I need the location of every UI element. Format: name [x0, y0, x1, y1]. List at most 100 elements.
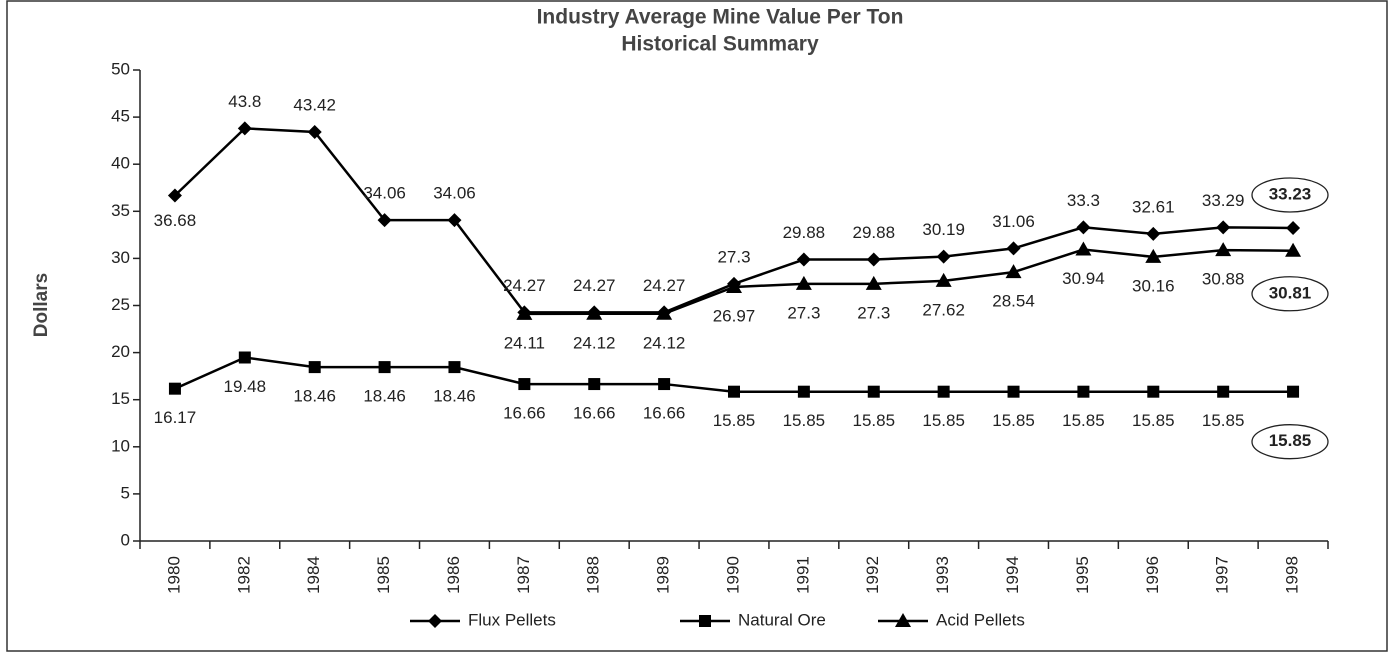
value-label: 34.06	[363, 184, 406, 203]
value-label: 31.06	[992, 212, 1035, 231]
marker	[448, 361, 461, 374]
marker	[895, 613, 911, 627]
value-label: 24.12	[643, 333, 686, 352]
value-label: 24.11	[504, 333, 545, 352]
value-label: 43.42	[293, 95, 336, 114]
legend-label: Acid Pellets	[936, 610, 1025, 629]
value-label: 18.46	[293, 387, 336, 406]
marker	[1145, 248, 1162, 263]
x-tick-label: 1988	[584, 556, 603, 594]
legend-label: Natural Ore	[738, 610, 826, 629]
legend-label: Flux Pellets	[468, 610, 556, 629]
x-tick-label: 1995	[1073, 556, 1092, 594]
value-label-circle	[1251, 276, 1329, 312]
marker	[307, 124, 322, 139]
x-tick-label: 1990	[723, 556, 742, 594]
value-label: 27.3	[717, 247, 750, 266]
marker	[699, 615, 711, 627]
marker	[797, 385, 810, 398]
value-label: 15.85	[922, 411, 965, 430]
value-label: 24.12	[573, 333, 616, 352]
value-label: 30.81	[1269, 283, 1312, 302]
marker	[1215, 242, 1232, 257]
value-label: 15.85	[783, 411, 826, 430]
x-tick-label: 1987	[514, 556, 533, 594]
value-label-circle	[1251, 177, 1329, 213]
value-label: 16.66	[643, 404, 686, 423]
marker	[586, 305, 603, 320]
value-label: 24.27	[503, 276, 546, 295]
value-label: 15.85	[1062, 411, 1105, 430]
value-label: 15.85	[713, 411, 756, 430]
marker	[518, 378, 531, 391]
value-label: 15.85	[1202, 411, 1245, 430]
value-label: 33.29	[1202, 191, 1245, 210]
marker	[865, 275, 882, 290]
value-label: 15.85	[852, 411, 895, 430]
value-label: 30.88	[1202, 270, 1245, 289]
value-label: 27.62	[922, 300, 965, 319]
value-label: 24.27	[573, 276, 616, 295]
value-label: 30.16	[1132, 276, 1175, 295]
marker	[308, 361, 321, 374]
value-label: 15.85	[1269, 431, 1312, 450]
x-tick-label: 1989	[654, 556, 673, 594]
y-tick-label: 20	[111, 342, 130, 361]
marker	[866, 252, 881, 267]
value-label: 28.54	[992, 292, 1035, 311]
marker	[588, 378, 601, 391]
value-label: 34.06	[433, 184, 476, 203]
marker	[1217, 385, 1230, 398]
y-tick-label: 35	[111, 201, 130, 220]
marker	[1146, 226, 1161, 241]
x-tick-label: 1986	[444, 556, 463, 594]
marker	[936, 249, 951, 264]
value-label: 27.3	[857, 303, 890, 322]
marker	[378, 361, 391, 374]
value-label: 15.85	[1132, 411, 1175, 430]
x-tick-label: 1982	[234, 556, 253, 594]
marker	[167, 188, 182, 203]
x-tick-label: 1993	[933, 556, 952, 594]
x-tick-label: 1994	[1003, 556, 1022, 594]
value-label: 33.23	[1269, 184, 1312, 203]
marker	[867, 385, 880, 398]
value-label: 24.27	[643, 276, 686, 295]
marker	[377, 213, 392, 228]
marker	[1005, 264, 1022, 279]
marker	[1285, 242, 1302, 257]
value-label: 18.46	[433, 387, 476, 406]
marker	[1286, 220, 1301, 235]
y-tick-label: 25	[111, 295, 130, 314]
x-tick-label: 1980	[164, 556, 183, 594]
y-tick-label: 5	[121, 483, 130, 502]
value-label: 29.88	[852, 223, 895, 242]
marker	[447, 213, 462, 228]
value-label: 16.66	[573, 404, 616, 423]
marker	[728, 385, 740, 398]
value-label: 18.46	[363, 387, 406, 406]
x-tick-label: 1996	[1143, 556, 1162, 594]
x-tick-label: 1998	[1283, 556, 1302, 594]
value-label: 27.3	[787, 303, 820, 322]
marker	[656, 305, 673, 320]
chart-border	[6, 0, 1388, 652]
marker	[1007, 385, 1020, 398]
value-label: 29.88	[783, 223, 826, 242]
marker	[1216, 220, 1231, 235]
chart-subtitle: Historical Summary	[621, 33, 819, 56]
marker	[238, 351, 251, 364]
value-label: 36.68	[154, 211, 197, 230]
value-label: 32.61	[1132, 197, 1175, 216]
marker	[1077, 385, 1090, 398]
x-tick-label: 1991	[793, 556, 812, 594]
value-label: 33.3	[1067, 191, 1100, 210]
y-tick-label: 50	[111, 59, 130, 78]
value-label: 30.94	[1062, 269, 1105, 288]
marker	[1076, 220, 1091, 235]
y-tick-label: 40	[111, 154, 130, 173]
value-label: 16.66	[503, 404, 546, 423]
value-label-circle	[1251, 424, 1329, 460]
x-tick-label: 1992	[863, 556, 882, 594]
